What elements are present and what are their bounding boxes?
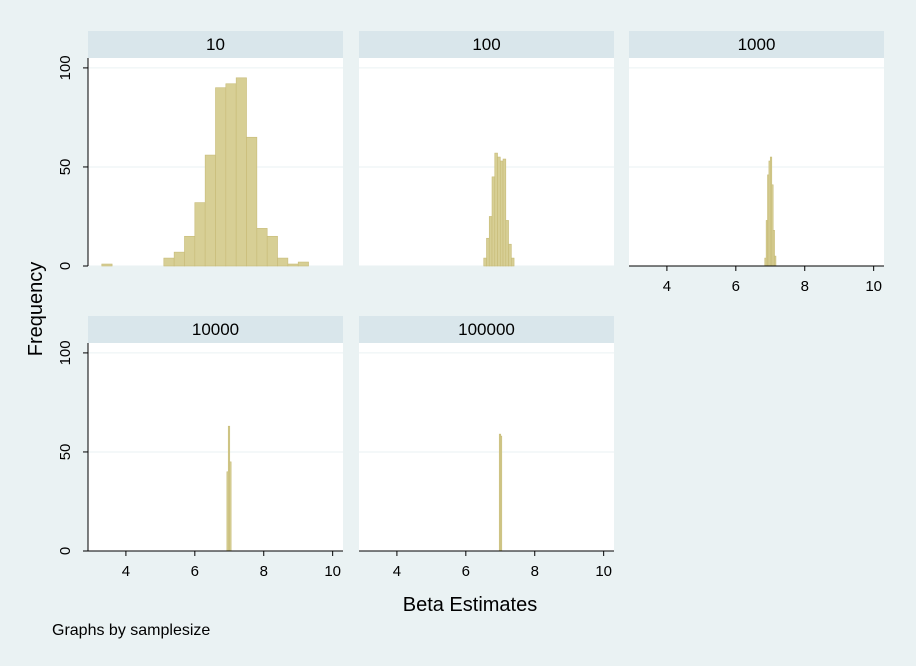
histogram-bar: [215, 87, 227, 267]
histogram-bar: [499, 435, 503, 552]
plot-area: [359, 343, 614, 551]
y-tick-label: 50: [57, 444, 74, 461]
panel-title: 1000: [738, 35, 776, 54]
y-tick-label: 100: [57, 55, 74, 80]
histogram-bar: [101, 263, 113, 267]
x-tick-label: 4: [663, 278, 671, 295]
x-tick-label: 8: [260, 563, 268, 580]
graphs-by-note: Graphs by samplesize: [52, 622, 210, 639]
y-tick-label: 0: [57, 262, 74, 270]
panel-title: 100000: [458, 320, 515, 339]
histogram-bar: [235, 77, 247, 267]
histogram-bar: [497, 156, 501, 267]
panel-header: [359, 316, 614, 343]
histogram-bar: [266, 235, 278, 267]
x-tick-label: 4: [122, 563, 130, 580]
histogram-bar: [494, 152, 498, 267]
x-axis-title: Beta Estimates: [403, 594, 538, 616]
y-tick-label: 50: [57, 159, 74, 176]
panel-header: [629, 31, 884, 58]
y-axis-title: Frequency: [25, 262, 47, 357]
histogram-bar: [505, 220, 509, 267]
histogram-bar: [486, 237, 490, 267]
x-tick-label: 10: [324, 563, 341, 580]
histogram-bar: [225, 83, 237, 267]
x-tick-label: 8: [531, 563, 539, 580]
histogram-bar: [256, 228, 268, 267]
x-tick-label: 6: [462, 563, 470, 580]
histogram-bar: [502, 158, 507, 267]
x-tick-label: 10: [865, 278, 882, 295]
histogram-bar: [163, 257, 175, 267]
plot-area: [88, 343, 343, 551]
x-tick-label: 8: [801, 278, 809, 295]
plot-area: [359, 58, 614, 266]
y-tick-label: 100: [57, 340, 74, 365]
panel-title: 10: [206, 35, 225, 54]
histogram-bar: [508, 243, 512, 267]
panel-title: 100: [472, 35, 500, 54]
y-tick-label: 0: [57, 547, 74, 555]
x-tick-label: 6: [732, 278, 740, 295]
panel-1000: 1000 4 6 8 10: [629, 31, 884, 295]
x-tick-label: 10: [595, 563, 612, 580]
histogram-bar: [774, 255, 777, 267]
panel-header: [88, 31, 343, 58]
histogram-bar: [499, 160, 504, 267]
histogram-bar: [246, 136, 258, 267]
histogram-bar: [488, 216, 493, 267]
panel-100000: 100000 4 6 8 10: [359, 316, 614, 580]
histogram-bar: [297, 261, 309, 267]
histogram-bar: [491, 176, 496, 267]
histogram-bar: [184, 235, 196, 267]
histogram-bar: [204, 154, 216, 267]
plot-area: [629, 58, 884, 266]
panel-header: [88, 316, 343, 343]
histogram-bar: [287, 263, 299, 267]
x-tick-label: 6: [191, 563, 199, 580]
histogram-bar: [511, 257, 515, 267]
histogram-bar: [173, 251, 185, 267]
panel-10000: 10000 0 50 100 4 6 8 10: [57, 316, 343, 580]
histogram-bar: [483, 257, 487, 267]
panel-header: [359, 31, 614, 58]
x-tick-label: 4: [393, 563, 401, 580]
panel-title: 10000: [192, 320, 239, 339]
histogram-bar: [277, 257, 289, 267]
histogram-bar: [229, 461, 232, 552]
histogram-bar: [194, 202, 206, 267]
panel-100: 100: [359, 31, 614, 267]
